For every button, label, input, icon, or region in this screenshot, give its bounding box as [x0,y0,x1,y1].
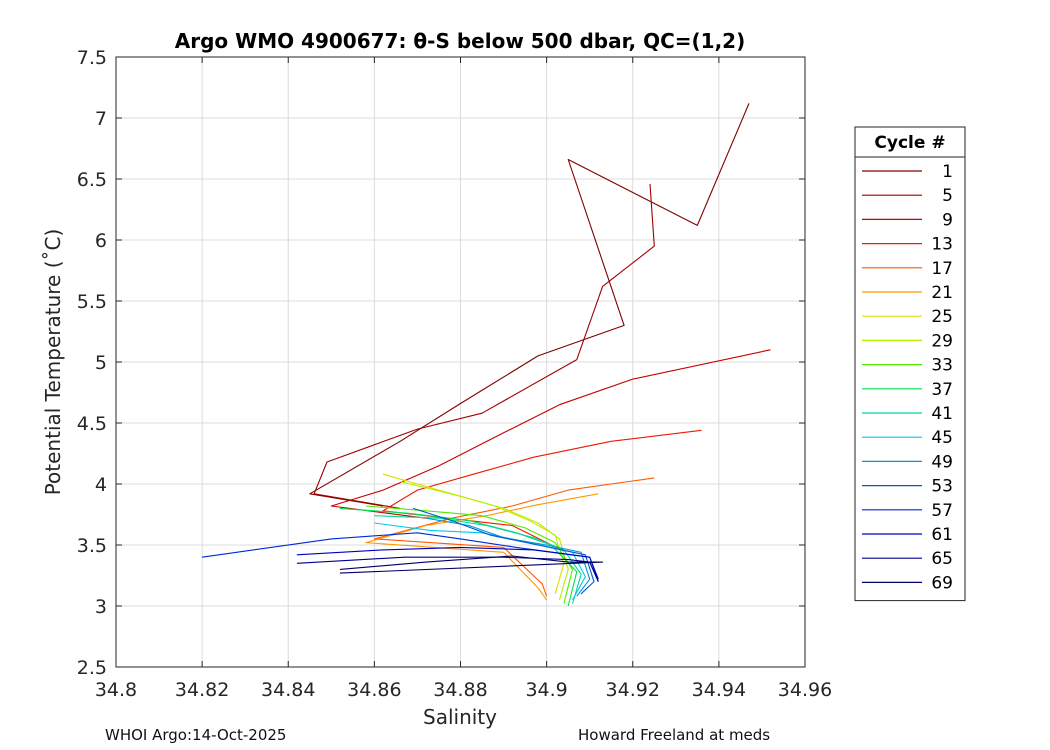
series-line-cycle-29 [400,481,569,601]
legend-label-cycle-13: 13 [931,235,953,255]
legend: Cycle # 1 5 9 13 17 21 25 29 33 37 41 45 49 53 57 61 65 69 [854,126,966,602]
legend-label-cycle-61: 61 [931,525,953,545]
grid [115,56,806,668]
y-tick-label: 3.5 [77,535,107,557]
series-line-cycle-1 [309,103,750,507]
y-tick-label: 4.5 [77,413,107,435]
x-tick-label: 34.88 [433,679,487,701]
y-tick-label: 7.5 [77,47,107,69]
y-tick-label: 5 [95,352,107,374]
footer-left: WHOI Argo:14-Oct-2025 [105,726,287,744]
series-line-cycle-5 [313,183,655,509]
series-line-cycle-9 [330,349,771,519]
legend-label-cycle-49: 49 [931,452,953,472]
legend-label-cycle-17: 17 [931,259,953,279]
x-tick-label: 34.86 [347,679,401,701]
legend-label-cycle-33: 33 [931,356,953,376]
x-tick-label: 34.94 [692,679,746,701]
legend-label-cycle-5: 5 [942,186,953,206]
x-tick-label: 34.8 [95,679,137,701]
y-axis-label: Potential Temperature (˚C) [41,229,65,496]
x-tick-label: 34.9 [525,679,567,701]
legend-label-cycle-21: 21 [931,283,953,303]
series-line-cycle-13 [382,429,702,552]
legend-label-cycle-57: 57 [931,501,953,521]
x-tick-label: 34.82 [175,679,229,701]
y-tick-label: 2.5 [77,657,107,679]
y-tick-label: 5.5 [77,291,107,313]
legend-label-cycle-25: 25 [931,307,953,327]
legend-label-cycle-1: 1 [942,162,953,182]
legend-label-cycle-37: 37 [931,380,953,400]
series-line-cycle-41 [374,515,582,604]
y-tick-label: 4 [95,474,107,496]
x-tick-label: 34.84 [261,679,315,701]
chart-title: Argo WMO 4900677: θ-S below 500 dbar, QC… [175,29,745,53]
series-line-cycle-53 [412,507,595,595]
legend-label-cycle-69: 69 [931,573,953,593]
legend-label-cycle-9: 9 [942,210,953,230]
legend-label-cycle-65: 65 [931,549,953,569]
series-line-cycle-69 [339,555,604,574]
axis-ticks: 34.8 34.82 34.84 34.86 34.88 34.9 34.92 34.94 34… [77,47,832,701]
legend-title: Cycle # [874,133,945,153]
series-line-cycle-33 [365,505,574,604]
y-tick-label: 6.5 [77,169,107,191]
plot-series [202,103,771,607]
legend-box [854,126,966,602]
legend-label-cycle-45: 45 [931,428,953,448]
x-tick-label: 34.92 [606,679,660,701]
y-tick-label: 6 [95,230,107,252]
series-line-cycle-49 [426,517,591,597]
legend-label-cycle-41: 41 [931,404,953,424]
x-axis-label: Salinity [423,705,497,729]
footer-right: Howard Freeland at meds [578,726,771,744]
legend-label-cycle-53: 53 [931,477,953,497]
x-tick-label: 34.96 [778,679,832,701]
y-tick-label: 3 [95,596,107,618]
series-line-cycle-61 [296,546,599,580]
legend-label-cycle-29: 29 [931,331,953,351]
y-tick-label: 7 [95,108,107,130]
